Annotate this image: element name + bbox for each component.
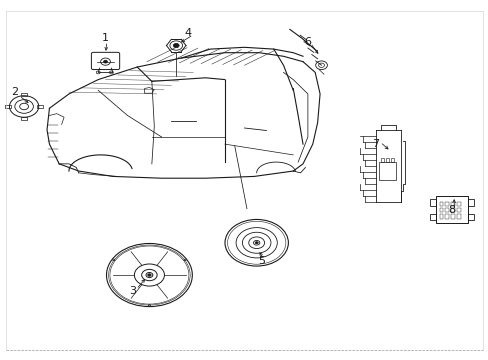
Bar bbox=[439, 208, 443, 212]
Circle shape bbox=[146, 273, 153, 278]
Bar bbox=[385, 158, 388, 162]
Bar bbox=[380, 158, 384, 162]
Bar bbox=[429, 213, 435, 220]
Bar bbox=[37, 105, 43, 108]
Bar bbox=[456, 202, 460, 206]
Bar bbox=[450, 208, 454, 212]
Bar bbox=[439, 202, 443, 206]
Bar bbox=[439, 215, 443, 219]
Bar bbox=[467, 213, 473, 220]
Circle shape bbox=[173, 43, 179, 48]
Circle shape bbox=[255, 242, 258, 244]
Text: 5: 5 bbox=[258, 256, 264, 266]
Bar bbox=[445, 208, 448, 212]
Circle shape bbox=[253, 240, 259, 245]
Bar bbox=[445, 202, 448, 206]
Bar bbox=[456, 208, 460, 212]
Text: 8: 8 bbox=[447, 206, 454, 216]
Bar bbox=[429, 199, 435, 206]
Bar bbox=[435, 196, 467, 223]
Circle shape bbox=[147, 274, 151, 276]
Bar bbox=[450, 202, 454, 206]
Bar bbox=[445, 215, 448, 219]
Bar bbox=[390, 158, 393, 162]
Bar bbox=[21, 93, 27, 96]
Bar bbox=[5, 105, 11, 108]
Bar bbox=[378, 162, 395, 180]
Text: 1: 1 bbox=[102, 33, 109, 43]
Bar bbox=[450, 215, 454, 219]
Bar bbox=[456, 215, 460, 219]
Text: 2: 2 bbox=[11, 87, 18, 97]
Text: 7: 7 bbox=[372, 139, 379, 149]
Text: 3: 3 bbox=[128, 286, 136, 296]
Text: 6: 6 bbox=[304, 37, 311, 47]
Text: 4: 4 bbox=[184, 28, 192, 38]
Bar bbox=[21, 117, 27, 120]
Bar bbox=[467, 199, 473, 206]
Circle shape bbox=[103, 60, 107, 63]
